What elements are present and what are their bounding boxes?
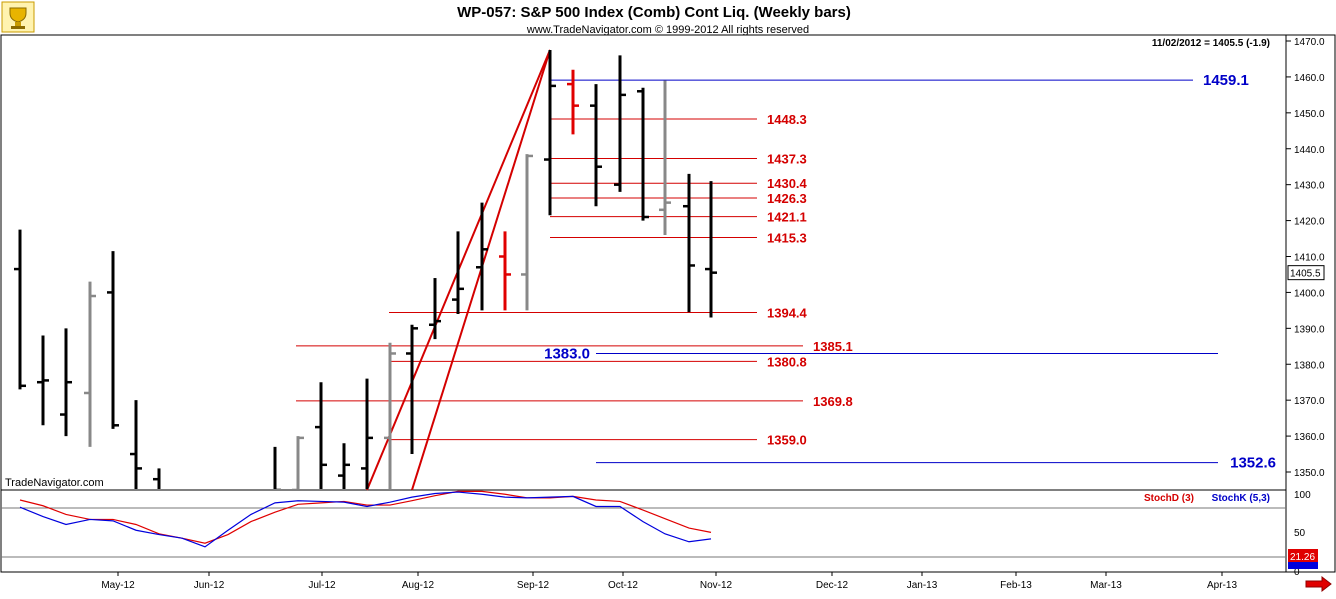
price-tick-label: 1440.0 <box>1294 145 1325 156</box>
last-price-box <box>1287 265 1325 281</box>
price-tick-label: 1470.0 <box>1294 37 1325 48</box>
time-tick-label: Jan-13 <box>907 580 938 591</box>
time-tick-label: Feb-13 <box>1000 580 1032 591</box>
ohlc-bar <box>590 84 602 207</box>
indicator-tick-label: 0 <box>1294 567 1300 578</box>
ohlc-bar <box>153 468 161 489</box>
price-tick-label: 1370.0 <box>1294 396 1325 407</box>
price-tick-label: 1360.0 <box>1294 432 1325 443</box>
price-tick-label: 1350.0 <box>1294 468 1325 479</box>
copyright-text: www.TradeNavigator.com © 1999-2012 All r… <box>526 24 809 36</box>
price-axis: 1350.0 1360.0 1370.0 1380.0 1390.0 1400.0 1410… <box>1286 37 1325 479</box>
indicator-tick-label: 100 <box>1294 490 1311 501</box>
red-level-label: 1385.1 <box>813 339 853 354</box>
indicator-tick-label: 50 <box>1294 528 1306 539</box>
ohlc-bar <box>384 342 396 489</box>
chart-title: WP-057: S&P 500 Index (Comb) Cont Liq. (… <box>457 4 851 21</box>
ohlc-bar <box>361 378 373 489</box>
last-price-label: 1405.5 <box>1290 269 1321 280</box>
price-tick-label: 1400.0 <box>1294 288 1325 299</box>
time-tick-label: Sep-12 <box>517 580 550 591</box>
time-tick-label: Dec-12 <box>816 580 849 591</box>
time-axis: May-12 Jun-12 Jul-12 Aug-12 Sep-12 Oct-12 Nov-… <box>101 572 1237 591</box>
red-level-label: 1426.3 <box>767 191 807 206</box>
legend-stochk: StochK (5,3) <box>1212 493 1270 504</box>
red-level-label: 1380.8 <box>767 354 807 369</box>
stochastic-indicator: StochD (3) StochK (5,3) 100 50 0 21.26 <box>1 490 1318 578</box>
indicator-value-label: 21.26 <box>1290 552 1315 563</box>
price-axis-panel <box>1285 34 1336 573</box>
ohlc-bar <box>705 181 717 318</box>
ohlc-bar <box>315 382 327 489</box>
ohlc-bar <box>659 80 671 235</box>
time-tick-label: Jul-12 <box>308 580 336 591</box>
last-price-marker: 1405.5 <box>1287 265 1325 281</box>
ohlc-bar <box>37 335 49 426</box>
time-tick-label: Nov-12 <box>700 580 733 591</box>
red-level-label: 1448.3 <box>767 112 807 127</box>
blue-level-label: 1383.0 <box>544 345 590 362</box>
ohlc-bar <box>683 173 695 313</box>
ohlc-bars <box>14 49 717 489</box>
time-tick-label: May-12 <box>101 580 135 591</box>
price-tick-label: 1450.0 <box>1294 109 1325 120</box>
ohlc-bar <box>273 446 281 489</box>
red-level-label: 1437.3 <box>767 151 807 166</box>
red-level-label: 1359.0 <box>767 433 807 448</box>
red-level-label: 1421.1 <box>767 210 807 225</box>
red-level-label: 1394.4 <box>767 306 808 321</box>
ohlc-bar <box>60 328 72 437</box>
ohlc-bar <box>338 443 350 489</box>
ohlc-bar <box>544 49 556 216</box>
ohlc-bar <box>130 400 142 489</box>
ohlc-bar <box>521 154 533 311</box>
ohlc-bar <box>567 69 579 135</box>
stoch-line <box>19 490 712 544</box>
time-tick-label: Oct-12 <box>608 580 638 591</box>
blue-level-label: 1352.6 <box>1230 455 1276 472</box>
blue-level-label: 1459.1 <box>1203 72 1249 89</box>
ohlc-bar <box>292 436 304 489</box>
trophy-logo-icon[interactable] <box>1 1 35 33</box>
ohlc-bar <box>499 231 511 311</box>
ohlc-bar <box>429 278 441 340</box>
watermark-text: TradeNavigator.com <box>5 477 104 489</box>
ohlc-bar <box>614 55 626 192</box>
ohlc-bar <box>14 229 26 390</box>
ohlc-bar <box>406 324 418 455</box>
price-tick-label: 1430.0 <box>1294 181 1325 192</box>
time-tick-label: Mar-13 <box>1090 580 1122 591</box>
time-tick-label: Jun-12 <box>194 580 225 591</box>
ohlc-bar <box>452 231 464 314</box>
ohlc-bar <box>476 202 488 311</box>
red-level-label: 1415.3 <box>767 230 807 245</box>
indicator-value-box-k <box>1288 562 1318 569</box>
legend-stochd: StochD (3) <box>1144 493 1194 504</box>
indicator-value-box <box>1288 549 1318 563</box>
ohlc-bar <box>107 251 119 429</box>
red-level-label: 1430.4 <box>767 176 808 191</box>
price-tick-label: 1420.0 <box>1294 217 1325 228</box>
last-quote-text: 11/02/2012 = 1405.5 (-1.9) <box>1152 38 1270 49</box>
indicator-pane[interactable] <box>0 489 1287 573</box>
time-tick-label: Apr-13 <box>1207 580 1237 591</box>
price-tick-label: 1380.0 <box>1294 360 1325 371</box>
ohlc-bar <box>637 87 649 221</box>
stoch-line <box>19 491 712 548</box>
time-tick-label: Aug-12 <box>402 580 435 591</box>
price-tick-label: 1410.0 <box>1294 253 1325 264</box>
red-level-label: 1369.8 <box>813 394 853 409</box>
scroll-right-arrow-icon[interactable] <box>1305 575 1332 593</box>
price-tick-label: 1460.0 <box>1294 73 1325 84</box>
price-tick-label: 1390.0 <box>1294 324 1325 335</box>
ohlc-bar <box>84 281 96 447</box>
